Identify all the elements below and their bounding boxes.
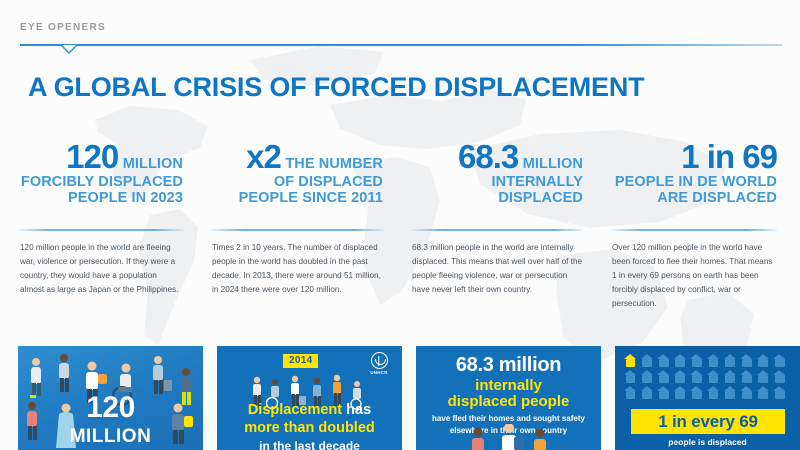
house-icon <box>773 370 786 383</box>
house-icon <box>624 370 637 383</box>
crowd-number: 120 <box>86 391 135 424</box>
house-icon <box>740 370 753 383</box>
stat-label-line: MILLION <box>522 156 583 172</box>
house-icon <box>657 370 670 383</box>
doubled-line-1: Displacement has <box>217 402 402 418</box>
house-icon <box>657 354 670 367</box>
card-displacement-doubled[interactable]: 2014 UNHCR <box>217 346 402 450</box>
idp-headline-line-3: displaced people <box>447 393 570 410</box>
stat-headline: 1 in 69 PEOPLE IN DE WORLD ARE DISPLACED <box>612 138 778 218</box>
stat-big-number: 1 in 69 <box>681 138 778 175</box>
stat-body-text: Times 2 in 10 years. The number of displ… <box>212 243 381 295</box>
stat-divider <box>20 229 183 231</box>
stat-label-line: DISPLACED <box>498 190 583 207</box>
page-title: A GLOBAL CRISIS OF FORCED DISPLACEMENT <box>28 72 645 102</box>
stat-divider <box>612 229 777 231</box>
stat-divider <box>212 229 383 231</box>
cards-row: 120 MILLION 2014 UNHCR <box>0 346 800 450</box>
stat-headline: 120 MILLION FORCIBLY DISPLACED PEOPLE IN… <box>20 140 183 218</box>
stat-big-number: x2 <box>246 138 282 175</box>
card-internally-displaced[interactable]: 68.3 million internally displaced people… <box>416 346 601 450</box>
house-icon <box>673 370 687 383</box>
year-badge: 2014 <box>283 354 319 368</box>
stat-body-text: Over 120 million people in the world hav… <box>612 243 773 309</box>
unhcr-logo-text: UNHCR <box>370 370 388 375</box>
house-icon <box>706 386 720 399</box>
doubled-line-2: more than doubled <box>244 420 375 436</box>
house-icon <box>773 386 786 399</box>
house-icon <box>723 370 737 383</box>
house-icon <box>657 386 670 399</box>
doubled-line-3: in the last decade <box>259 439 360 450</box>
doubled-word-yellow: Displacement <box>247 402 343 418</box>
idp-headline-number: 68.3 million <box>455 354 562 376</box>
stats-row: 120 MILLION FORCIBLY DISPLACED PEOPLE IN… <box>0 140 800 330</box>
stat-big-number: 120 <box>66 138 119 175</box>
stat-label-line: THE NUMBER <box>285 156 383 172</box>
idp-headline-line-2: internally <box>475 377 542 394</box>
stat-label-line: PEOPLE IN 2023 <box>67 190 183 207</box>
card-crowd-illustration[interactable]: 120 MILLION <box>18 346 203 450</box>
stat-label-line: INTERNALLY <box>491 173 583 190</box>
stat-body-text: 120 million people in the world are flee… <box>20 243 179 295</box>
ratio-subtext: people is displaced <box>668 437 747 447</box>
house-icon <box>640 370 654 383</box>
doubled-word-white: has <box>346 402 372 418</box>
stat-label-line: PEOPLE IN DE WORLD <box>614 173 777 190</box>
house-icon <box>640 386 654 399</box>
house-icon <box>690 370 703 383</box>
house-icon <box>690 386 703 399</box>
stat-label-line: ARE DISPLACED <box>657 190 777 207</box>
stat-label-line: OF DISPLACED <box>273 173 383 190</box>
house-icon <box>624 386 637 399</box>
walking-figures-illustration <box>253 374 362 410</box>
stat-column-4: 1 in 69 PEOPLE IN DE WORLD ARE DISPLACED… <box>600 140 795 330</box>
house-icon <box>740 386 753 399</box>
stat-column-1: 120 MILLION FORCIBLY DISPLACED PEOPLE IN… <box>0 140 195 330</box>
ratio-banner-text: 1 in every 69 <box>658 411 758 431</box>
house-icon <box>706 354 720 367</box>
stat-headline: 68.3 MILLION INTERNALLY DISPLACED <box>412 140 583 218</box>
header-chevron-icon <box>60 45 78 54</box>
stat-big-number: 68.3 <box>458 138 519 175</box>
stat-body-text: 68.3 million people in the world are int… <box>412 243 583 295</box>
house-icon <box>773 354 786 367</box>
house-icon <box>690 354 703 367</box>
house-icon <box>673 354 687 367</box>
house-icon <box>740 354 753 367</box>
house-icon <box>673 386 687 399</box>
house-icon <box>706 370 720 383</box>
kicker-label: EYE OPENERS <box>20 22 106 33</box>
crowd-figures-illustration <box>27 354 193 448</box>
stat-headline: x2 THE NUMBER OF DISPLACED PEOPLE SINCE … <box>212 140 383 218</box>
stat-divider <box>412 229 583 231</box>
ratio-banner: 1 in every 69 <box>631 409 785 434</box>
stat-label-line: MILLION <box>122 156 183 172</box>
house-icon-highlighted <box>624 354 637 367</box>
house-icon <box>723 354 737 367</box>
stat-column-3: 68.3 MILLION INTERNALLY DISPLACED 68.3 m… <box>400 140 595 330</box>
person-icon-grid <box>624 354 792 399</box>
unhcr-emblem-icon <box>370 352 388 369</box>
unhcr-logo: UNHCR <box>366 352 392 375</box>
house-icon <box>723 386 737 399</box>
stat-column-2: x2 THE NUMBER OF DISPLACED PEOPLE SINCE … <box>200 140 395 330</box>
card-one-in-sixtynine[interactable]: 1 in every 69 people is displaced <box>615 346 800 450</box>
house-icon <box>756 370 770 383</box>
stat-label-line: PEOPLE SINCE 2011 <box>238 190 383 207</box>
house-icon <box>756 386 770 399</box>
house-icon <box>756 354 770 367</box>
stat-label-line: FORCIBLY DISPLACED <box>20 173 183 190</box>
house-icon <box>640 354 654 367</box>
crowd-unit: MILLION <box>69 426 152 447</box>
idp-family-illustration <box>472 424 546 450</box>
header-divider <box>20 44 782 46</box>
